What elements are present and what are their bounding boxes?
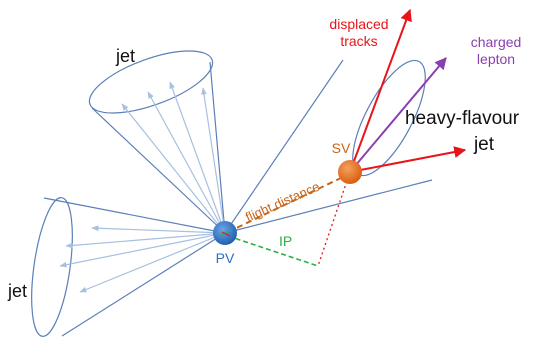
upper-track-arrow bbox=[201, 87, 226, 234]
left-cone-rim bbox=[31, 197, 73, 337]
upper-jet-label: jet bbox=[115, 46, 135, 66]
left-cone-edge bbox=[43, 197, 226, 234]
heavy-flavour-label: heavy-flavour bbox=[405, 108, 520, 129]
upper-cone-rim bbox=[88, 50, 214, 114]
left-track-arrow bbox=[79, 232, 226, 293]
lepton-label: lepton bbox=[477, 51, 515, 67]
ip-label: IP bbox=[279, 233, 292, 249]
upper-track-arrow bbox=[169, 81, 226, 234]
pv-label: PV bbox=[216, 250, 235, 266]
displaced-track-arrow bbox=[349, 8, 412, 173]
hf-cone-edge bbox=[224, 179, 433, 234]
left-track-arrow bbox=[65, 232, 226, 249]
secondary-vertex bbox=[338, 160, 362, 184]
hf-cone-edge bbox=[224, 59, 344, 234]
left-jet-label: jet bbox=[7, 281, 27, 301]
upper-track-arrow bbox=[147, 91, 226, 234]
displaced-label: displaced bbox=[329, 16, 388, 32]
charged-lepton-arrow bbox=[349, 57, 447, 173]
heavy-flavour-jet-label: jet bbox=[473, 134, 495, 155]
left-track-arrow bbox=[59, 232, 226, 268]
upper-jet-cone bbox=[88, 50, 226, 234]
sv-label: SV bbox=[332, 140, 351, 156]
displaced-track-arrow bbox=[349, 146, 467, 173]
displaced-tracks-label: tracks bbox=[340, 33, 377, 49]
flight-distance-line bbox=[227, 176, 344, 233]
upper-cone-edge bbox=[209, 61, 226, 234]
left-track-arrow bbox=[91, 225, 226, 234]
pv-tick bbox=[219, 230, 233, 236]
left-cone-edge bbox=[61, 232, 226, 337]
upper-cone-edge bbox=[91, 107, 226, 234]
impact-parameter-line bbox=[227, 235, 319, 267]
left-jet-cone bbox=[31, 197, 226, 337]
upper-track-arrow bbox=[121, 103, 226, 234]
pv-tick bbox=[221, 231, 231, 237]
charged-label: charged bbox=[471, 34, 522, 50]
track-extrapolation-line bbox=[317, 171, 351, 267]
